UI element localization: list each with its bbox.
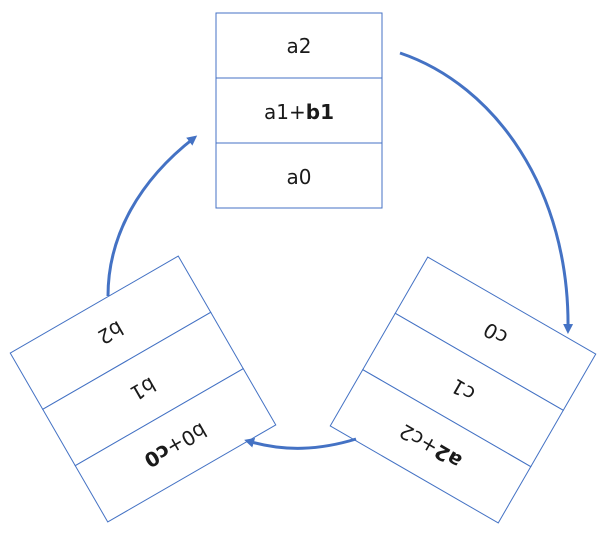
stack-c-cell-a2-c2: a2+c2 xyxy=(329,368,532,524)
stack-a-cell-a1-b1: a1+b1 xyxy=(215,77,383,144)
cell-label: a0 xyxy=(287,165,312,189)
arrow-b-to-a xyxy=(106,135,198,297)
arrow-a-to-c xyxy=(399,51,574,334)
stack-b-cell-b0-c0: b0+c0 xyxy=(74,367,277,523)
stack-a: a2 a1+b1 a0 xyxy=(215,12,383,209)
stack-b-cell-b2: b2 xyxy=(9,255,212,411)
stack-a-cell-a2: a2 xyxy=(215,12,383,79)
stack-c: c0 c1 a2+c2 xyxy=(329,256,597,524)
cell-label: a2 xyxy=(287,34,312,58)
arrow-c-to-b xyxy=(244,437,357,450)
stack-b: b2 b1 b0+c0 xyxy=(9,255,277,523)
stack-a-cell-a0: a0 xyxy=(215,142,383,209)
cell-label: a1+b1 xyxy=(264,100,334,124)
